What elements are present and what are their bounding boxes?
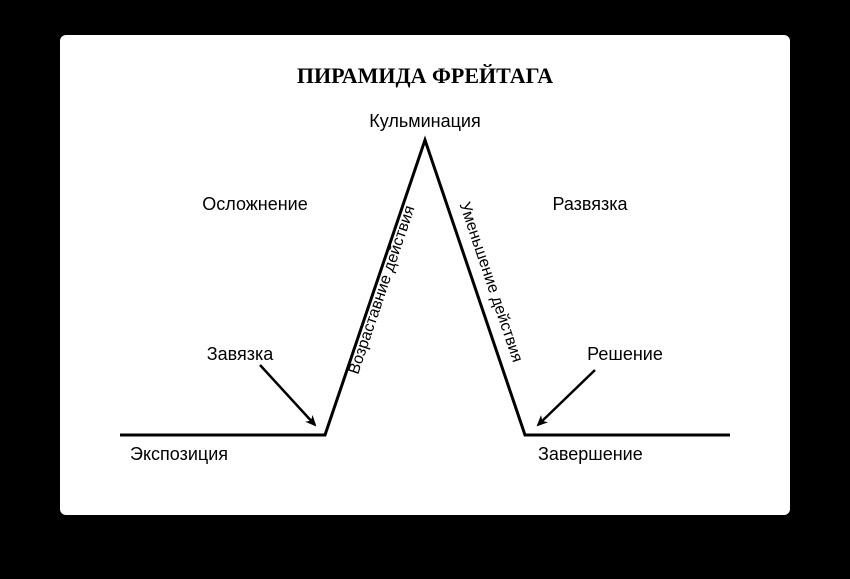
label-rising-action: Возраставние действия (346, 203, 419, 376)
label-denouement: Развязка (552, 194, 628, 214)
arrow-resolution (538, 370, 595, 425)
diagram-title: ПИРАМИДА ФРЕЙТАГА (297, 63, 553, 88)
label-exposition: Экспозиция (130, 444, 228, 464)
pyramid-outline (120, 140, 730, 435)
diagram-card: ПИРАМИДА ФРЕЙТАГА Кульминация Осложнение… (60, 35, 790, 515)
label-resolution: Решение (587, 344, 663, 364)
label-climax: Кульминация (369, 111, 480, 131)
label-falling-action: Уменьшение действия (456, 200, 526, 365)
label-ending: Завершение (538, 444, 643, 464)
label-inciting: Завязка (207, 344, 275, 364)
arrow-inciting (260, 365, 315, 425)
label-complication: Осложнение (202, 194, 308, 214)
freytag-pyramid-diagram: ПИРАМИДА ФРЕЙТАГА Кульминация Осложнение… (60, 35, 790, 515)
